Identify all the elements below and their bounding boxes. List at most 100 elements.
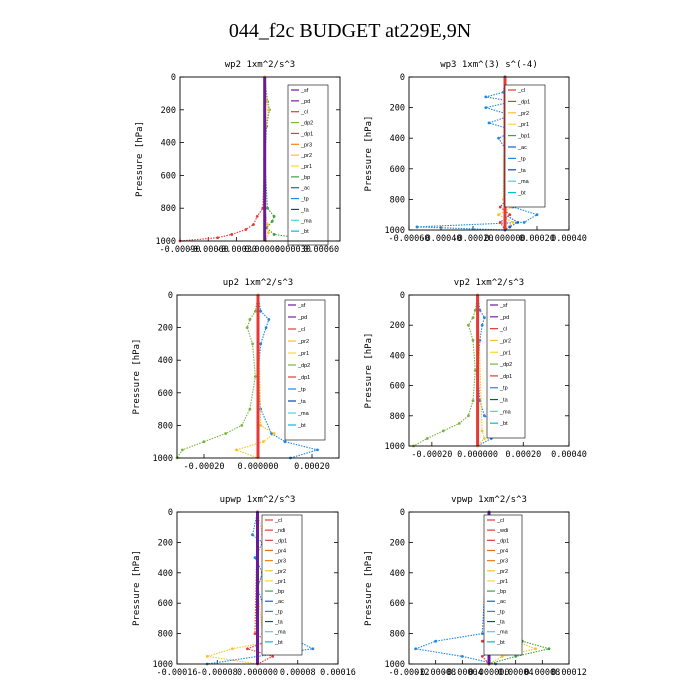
x-tick-label: 0.00060 [303, 245, 339, 255]
y-tick-label: 0 [400, 508, 405, 518]
legend-entry: _tp [496, 609, 505, 615]
plot-frame [408, 76, 570, 231]
series-pr-point [259, 424, 263, 427]
legend-entry: _pd [499, 315, 509, 321]
y-tick-label: 800 [158, 421, 173, 431]
legend-entry: _pr1 [274, 579, 286, 585]
series-dp2-point [253, 375, 257, 378]
y-tick-label: 0 [400, 291, 405, 301]
legend-entry: _dp1 [274, 538, 287, 544]
series-pr-line [234, 294, 276, 459]
legend-entry: _cl [274, 518, 282, 524]
x-tick-label: 0.00040 [551, 450, 587, 460]
series-dp2-point [471, 338, 475, 342]
series-tp-point [311, 647, 315, 651]
series-dp2-point [471, 399, 475, 403]
y-tick-label: 800 [390, 195, 405, 205]
legend-entry: _pr2 [300, 153, 312, 159]
series-tp-point [487, 121, 491, 125]
y-tick-label: 0 [400, 73, 405, 83]
series-cl-point [498, 205, 502, 209]
legend-entry: _ta [300, 207, 310, 213]
legend-entry: _bt [300, 229, 309, 235]
y-tick-label: 800 [390, 412, 405, 422]
y-tick-label: 400 [390, 569, 405, 579]
legend-entry: _dp1 [517, 99, 530, 105]
y-tick-label: 600 [158, 389, 173, 399]
series-dp2-point [202, 440, 206, 444]
legend-entry: _bt [297, 423, 306, 429]
legend-entry: _pr1 [300, 164, 312, 170]
series-bp-line [264, 76, 322, 242]
legend-entry: _pr1 [496, 579, 508, 585]
series-cl-point [480, 655, 484, 658]
x-tick-label: -0.00090 [160, 245, 201, 255]
y-tick-label: 200 [390, 104, 405, 114]
series-tp-point [253, 556, 257, 559]
legend-entry: _sf [297, 303, 306, 309]
series-tp-point [478, 308, 482, 312]
legend-entry: _pr2 [499, 338, 511, 344]
series-pr-point [266, 223, 269, 227]
series-ac-point [516, 220, 520, 224]
legend-entry: _pr2 [274, 569, 286, 575]
legend-entry: _pr1 [297, 351, 309, 357]
legend-entry: _dp1 [496, 538, 509, 544]
legend-entry: _bp1 [517, 134, 530, 140]
y-tick-label: 600 [161, 171, 176, 181]
y-tick-label: 1000 [153, 454, 173, 464]
legend-entry: _ma [517, 179, 530, 185]
y-tick-label: 400 [390, 134, 405, 144]
x-tick-label: -0.00012 [389, 668, 430, 678]
legend-entry: _ac [274, 599, 284, 605]
legend-entry: _ta [517, 168, 527, 174]
series-dp2-point [467, 414, 470, 418]
legend-entry: _cl [496, 518, 504, 524]
legend-entry: _ma [297, 411, 310, 417]
series-dp2-point [251, 342, 255, 346]
x-tick-label: 0.00030 [275, 245, 311, 255]
legend-entry: _bt [496, 640, 505, 646]
legend-entry: _cl [300, 110, 308, 116]
legend-entry: _bt [274, 640, 283, 646]
y-axis-label: Pressure [hPa] [364, 333, 374, 409]
series-pr-point [205, 655, 209, 658]
series-bp-point [266, 206, 269, 210]
y-axis-label: Pressure [hPa] [135, 121, 145, 197]
y-tick-label: 200 [158, 538, 173, 548]
series-cl-line [179, 77, 266, 242]
x-tick-label: 0.000000 [237, 668, 278, 678]
x-tick-label: -0.00020 [184, 462, 225, 472]
x-tick-label: -0.00040 [421, 234, 462, 244]
series-dp2-point [441, 429, 445, 433]
series-pr-point [534, 647, 538, 651]
series-pr-point [235, 448, 238, 452]
legend-entry: _tp [297, 387, 306, 393]
legend-entry: _ma [499, 409, 512, 415]
series-bp-point [547, 647, 551, 651]
legend-entry: _pr2 [297, 339, 309, 345]
series-bp-line [488, 511, 550, 665]
legend-entry: _ta [274, 620, 284, 626]
series-bp-point [270, 219, 274, 223]
x-tick-label: 0.00004 [498, 668, 534, 678]
legend-entry: _pr1 [517, 122, 529, 128]
legend-entry: _sf [499, 303, 508, 309]
series-bp-point [272, 215, 276, 218]
series-cl-point [253, 632, 257, 635]
series-cl-point [252, 223, 255, 227]
series-tp-point [497, 136, 500, 140]
panel-5: upwp 1xm^2/s^3 Pressure [hPa] 0 200 400 600 80… [132, 495, 356, 678]
panel-1: wp2 1xm^2/s^3 Pressure [hPa] 0 200 400 600 800… [135, 60, 341, 255]
series-tp-point [259, 342, 263, 346]
legend-entry: _pr2 [496, 569, 508, 575]
series-bp-point [272, 233, 276, 236]
series-pr-point [272, 432, 276, 435]
series-tp-point [484, 106, 488, 109]
y-tick-label: 1000 [153, 660, 173, 670]
y-tick-label: 200 [161, 106, 176, 116]
legend-entry: _ac [496, 599, 506, 605]
y-tick-label: 1000 [385, 226, 405, 236]
legend-entry: _wdi [496, 528, 508, 534]
